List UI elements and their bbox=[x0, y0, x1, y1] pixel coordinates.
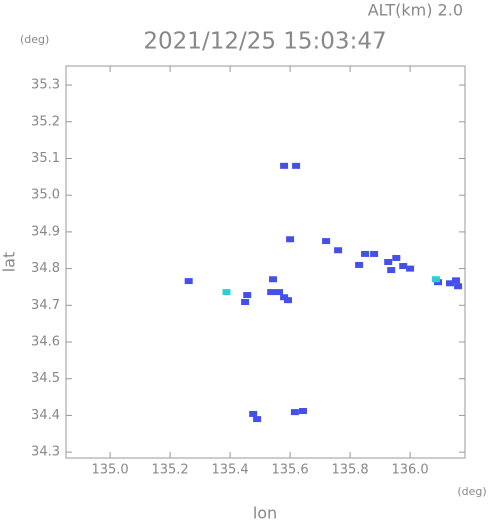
y-tick-label: 35.1 bbox=[31, 151, 60, 166]
echo-point bbox=[275, 289, 283, 296]
y-tick-label: 34.9 bbox=[31, 224, 60, 239]
y-tick-label: 34.4 bbox=[31, 408, 60, 423]
y-tick-label: 34.7 bbox=[31, 298, 60, 313]
echo-point bbox=[290, 409, 299, 416]
echo-point bbox=[249, 410, 258, 417]
x-tick-label: 135.2 bbox=[151, 463, 188, 478]
echo-point bbox=[253, 416, 262, 423]
echo-point bbox=[387, 267, 396, 274]
echo-point bbox=[446, 280, 454, 287]
x-tick-label: 135.6 bbox=[271, 463, 308, 478]
plot-frame bbox=[65, 65, 466, 459]
y-tick-label: 35.2 bbox=[31, 114, 60, 129]
echo-point bbox=[222, 289, 231, 296]
x-tick-label: 135.8 bbox=[331, 463, 368, 478]
echo-point bbox=[269, 276, 277, 283]
echo-point bbox=[241, 299, 250, 306]
echo-point bbox=[454, 283, 463, 290]
y-tick-label: 35.3 bbox=[31, 78, 60, 93]
echo-point bbox=[267, 289, 276, 296]
echo-point bbox=[243, 292, 252, 299]
echo-point bbox=[399, 263, 408, 270]
x-tick-label: 135.4 bbox=[211, 463, 248, 478]
echo-point bbox=[392, 254, 401, 261]
chart-title: 2021/12/25 15:03:47 bbox=[143, 29, 386, 55]
echo-point bbox=[431, 276, 440, 283]
y-tick-label: 35.0 bbox=[31, 188, 60, 203]
echo-point bbox=[299, 408, 307, 415]
altitude-label: ALT(km) 2.0 bbox=[368, 1, 463, 20]
y-tick-label: 34.6 bbox=[31, 335, 60, 350]
echo-point bbox=[280, 162, 289, 169]
echo-point bbox=[406, 265, 415, 272]
x-tick-label: 136.0 bbox=[391, 463, 428, 478]
y-axis-label: lat bbox=[0, 252, 19, 273]
echo-point bbox=[384, 259, 393, 265]
y-unit: (deg) bbox=[20, 33, 49, 46]
x-axis-label: lon bbox=[253, 504, 277, 521]
echo-point bbox=[292, 162, 301, 169]
echo-point bbox=[184, 278, 193, 285]
echo-point bbox=[334, 247, 343, 254]
echo-point bbox=[361, 250, 370, 257]
echo-point bbox=[370, 250, 379, 257]
echo-point bbox=[322, 238, 331, 245]
y-tick-label: 34.5 bbox=[31, 371, 60, 386]
echo-point bbox=[355, 261, 364, 268]
echo-point bbox=[286, 236, 295, 243]
x-tick-label: 135.0 bbox=[91, 463, 128, 478]
x-unit: (deg) bbox=[457, 485, 486, 498]
echo-point bbox=[452, 277, 460, 284]
echo-point bbox=[284, 297, 292, 304]
y-tick-label: 34.8 bbox=[31, 261, 60, 276]
y-tick-label: 34.3 bbox=[31, 445, 60, 460]
